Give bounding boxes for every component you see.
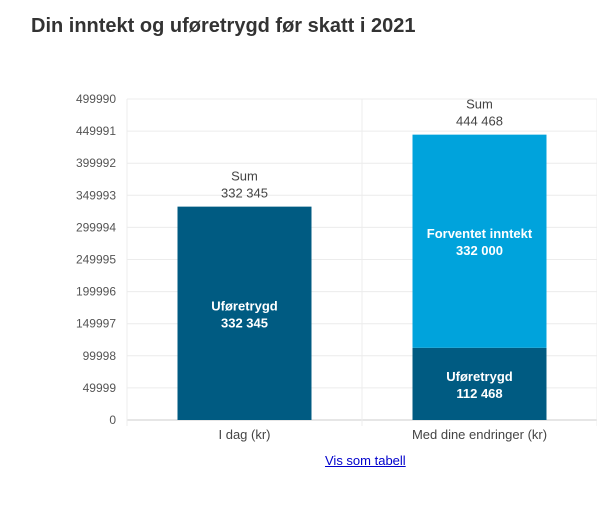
y-tick-label: 99998 xyxy=(83,349,117,363)
x-tick-label: I dag (kr) xyxy=(218,427,270,442)
y-tick-label: 149997 xyxy=(76,317,116,331)
total-value-label: 444 468 xyxy=(456,114,503,129)
data-labels: Uføretrygd 332 345 Sum 332 345 Uføretrygd 112… xyxy=(211,97,533,401)
y-tick-label: 249995 xyxy=(76,253,116,267)
y-tick-label: 49999 xyxy=(83,381,117,395)
y-axis-ticks: 0 49999 99998 149997 199996 249995 299994 34999… xyxy=(76,92,116,427)
segment-series-label: Uføretrygd xyxy=(211,298,278,313)
total-sum-label: Sum xyxy=(231,169,258,184)
segment-series-label: Forventet inntekt xyxy=(427,226,533,241)
bar-segment[interactable] xyxy=(412,347,547,420)
chart-title: Din inntekt og uføretrygd før skatt i 20… xyxy=(31,15,416,37)
x-axis-ticks: I dag (kr) Med dine endringer (kr) xyxy=(218,427,547,442)
segment-series-label: Uføretrygd xyxy=(446,369,513,384)
segment-value-label: 112 468 xyxy=(456,386,502,401)
y-tick-label: 399992 xyxy=(76,156,116,170)
y-tick-label: 449991 xyxy=(76,124,116,138)
total-sum-label: Sum xyxy=(466,97,493,112)
total-value-label: 332 345 xyxy=(221,186,268,201)
segment-value-label: 332 345 xyxy=(221,315,268,330)
y-tick-label: 499990 xyxy=(76,92,116,106)
bar-segment[interactable] xyxy=(412,134,547,348)
y-tick-label: 0 xyxy=(109,413,116,427)
bar-segment[interactable] xyxy=(177,206,312,420)
x-tick-label: Med dine endringer (kr) xyxy=(412,427,547,442)
segment-value-label: 332 000 xyxy=(456,243,503,258)
y-tick-label: 299994 xyxy=(76,220,116,234)
y-tick-label: 349993 xyxy=(76,188,116,202)
y-tick-label: 199996 xyxy=(76,285,116,299)
show-as-table-link[interactable]: Vis som tabell xyxy=(325,453,406,468)
bars xyxy=(177,134,547,420)
